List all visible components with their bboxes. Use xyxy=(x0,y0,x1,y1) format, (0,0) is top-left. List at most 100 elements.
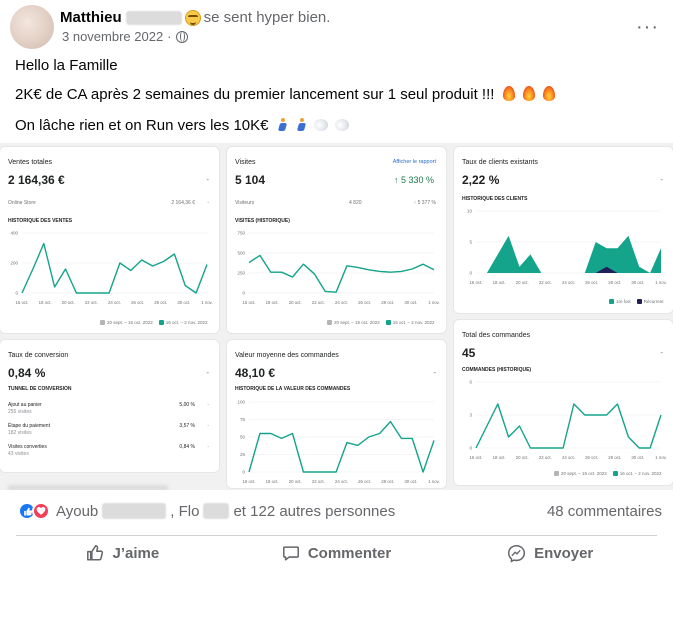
x-tick-label: 1 nov. xyxy=(655,280,666,285)
sales-row-value: 2 164,36 € xyxy=(171,200,195,206)
x-tick-label: 28 oct. xyxy=(154,300,167,305)
feeling-text: se sent hyper bien. xyxy=(203,9,331,26)
meta-separator: · xyxy=(167,29,172,44)
dash-cloud-icon xyxy=(335,119,350,131)
x-tick-label: 30 oct. xyxy=(177,300,190,305)
sales-row-label: Online Store xyxy=(8,200,36,206)
post-text-line-2: 2K€ de CA après 2 semaines du premier la… xyxy=(15,86,555,103)
author-avatar[interactable] xyxy=(10,5,54,49)
post-date[interactable]: 3 novembre 2022 xyxy=(62,29,164,44)
x-tick-label: 30 oct. xyxy=(404,300,417,305)
x-tick-label: 22 oct. xyxy=(539,455,552,460)
runner-icon xyxy=(277,118,288,132)
author-name[interactable]: Matthieu xyxy=(60,9,122,26)
funnel-dash: - xyxy=(207,402,209,408)
x-tick-label: 22 oct. xyxy=(85,300,98,305)
reactor-others[interactable]: et 122 autres personnes xyxy=(233,502,396,520)
x-tick-label: 28 oct. xyxy=(381,479,394,484)
returning-chart: 0 5 10 16 oct. 18 oct. 20 oct. 22 oct. 24 oct. 2… xyxy=(467,209,667,285)
x-tick-label: 28 oct. xyxy=(608,280,621,285)
dashboard-screenshot[interactable]: Ventes totales 2 164,36 € - Online Store… xyxy=(0,143,673,490)
legend-current: 16 oct. – 2 nov. 2022 xyxy=(385,320,435,325)
reactor-name-2[interactable]: , Flo xyxy=(170,502,200,520)
x-tick-label: 24 oct. xyxy=(562,280,575,285)
sales-title: Ventes totales xyxy=(8,159,52,166)
blurred-surname xyxy=(125,10,182,25)
x-tick-label: 20 oct. xyxy=(289,479,302,484)
thumbs-up-icon xyxy=(87,545,104,561)
orders-dash: - xyxy=(660,348,663,357)
x-tick-label: 1 nov. xyxy=(655,455,666,460)
comment-label: Commenter xyxy=(307,544,392,562)
x-tick-label: 18 oct. xyxy=(493,280,506,285)
comments-count-link[interactable]: 48 commentaires xyxy=(546,503,662,520)
send-label: Envoyer xyxy=(534,544,594,562)
aov-chart: 0 25 50 75 100 16 oct. 18 oct. 20 oct. 22 oct. 24… xyxy=(237,400,439,484)
x-tick-label: 18 oct. xyxy=(266,300,279,305)
funnel-label: Étape du paiement xyxy=(8,423,50,429)
visits-row-label: Visiteurs xyxy=(235,200,255,206)
orders-legend: 20 sept. – 15 oct. 2022 16 oct. – 2 nov.… xyxy=(554,471,662,476)
x-tick-label: 16 oct. xyxy=(470,280,483,285)
x-tick-label: 22 oct. xyxy=(312,300,325,305)
orders-chart: 0 3 6 16 oct. 18 oct. 20 oct. 22 oct. 24 oct. 26… xyxy=(469,380,666,460)
x-tick-label: 22 oct. xyxy=(539,280,552,285)
reactions-summary[interactable]: Ayoub , Flo et 122 autres personnes xyxy=(18,502,395,520)
cut-off-card-title xyxy=(8,485,168,490)
funnel-label: Ajout au panier xyxy=(8,402,42,408)
returning-chart-title: HISTORIQUE DES CLIENTS xyxy=(462,196,528,202)
like-label: J’aime xyxy=(112,544,160,562)
x-tick-label: 30 oct. xyxy=(631,280,644,285)
visits-row-value: 4 820 xyxy=(349,200,362,206)
y-tick-label: 0 xyxy=(15,291,18,296)
sales-dash: - xyxy=(206,175,209,184)
funnel-sub: 43 visites xyxy=(8,451,29,457)
post-text-line-1: Hello la Famille xyxy=(15,57,118,74)
x-tick-label: 1 nov. xyxy=(201,300,212,305)
legend-previous: 20 sept. – 15 oct. 2022 xyxy=(100,320,153,325)
author-row: Matthieu se sent hyper bien. xyxy=(60,9,330,26)
orders-chart-title: COMMANDES (HISTORIQUE) xyxy=(462,367,532,373)
funnel-sub: 255 visites xyxy=(8,409,32,415)
y-tick-label: 400 xyxy=(10,231,18,236)
post-text-line-3: On lâche rien et on Run vers les 10K€ xyxy=(15,117,350,134)
y-tick-label: 500 xyxy=(237,251,245,256)
aov-chart-title: HISTORIQUE DE LA VALEUR DES COMMANDES xyxy=(235,386,351,392)
post-text-line-3-text: On lâche rien et on Run vers les 10K€ xyxy=(15,117,269,134)
y-tick-label: 50 xyxy=(240,435,246,440)
visits-chart-title: VISITES (HISTORIQUE) xyxy=(235,218,290,224)
y-tick-label: 0 xyxy=(242,291,245,296)
visits-chart: 0 250 500 750 16 oct. 18 oct. 20 oct. 22 oct. 24… xyxy=(237,231,439,305)
divider xyxy=(16,535,657,536)
like-button[interactable]: J’aime xyxy=(16,538,230,568)
smiling-face-icon xyxy=(184,9,201,26)
returning-customers-card: Taux de clients existants 2,22 % - HISTO… xyxy=(454,147,673,313)
send-button[interactable]: Envoyer xyxy=(443,538,657,568)
x-tick-label: 18 oct. xyxy=(39,300,52,305)
visits-title: Visites xyxy=(235,159,256,166)
reactor-name-1[interactable]: Ayoub xyxy=(56,502,99,520)
aov-title: Valeur moyenne des commandes xyxy=(235,352,339,359)
series-line xyxy=(21,242,208,294)
x-tick-label: 20 oct. xyxy=(516,455,529,460)
blurred-name xyxy=(203,503,230,519)
legend-returning: Récurrent xyxy=(636,299,664,304)
funnel-pct: 5,00 % xyxy=(179,402,195,408)
x-tick-label: 26 oct. xyxy=(585,455,598,460)
legend-previous: 20 sept. – 15 oct. 2022 xyxy=(554,471,607,476)
comment-button[interactable]: Commenter xyxy=(230,538,444,568)
y-tick-label: 0 xyxy=(469,446,472,451)
sales-chart: 0 200 400 16 oct. 18 oct. 20 oct. 22 oct. 24 oc… xyxy=(10,231,212,305)
funnel-dash: - xyxy=(207,444,209,450)
visits-legend: 20 sept. – 15 oct. 2022 16 oct. – 2 nov.… xyxy=(327,320,435,325)
y-tick-label: 0 xyxy=(242,470,245,475)
aov-value: 48,10 € xyxy=(235,366,276,380)
x-tick-label: 24 oct. xyxy=(562,455,575,460)
conversion-title: Taux de conversion xyxy=(8,352,69,359)
funnel-sub: 182 visites xyxy=(8,430,32,436)
view-report-link[interactable]: Afficher le rapport xyxy=(392,159,436,165)
aov-dash: - xyxy=(433,368,436,377)
x-tick-label: 16 oct. xyxy=(243,300,256,305)
x-tick-label: 20 oct. xyxy=(289,300,302,305)
more-options-button[interactable]: ··· xyxy=(636,16,659,38)
